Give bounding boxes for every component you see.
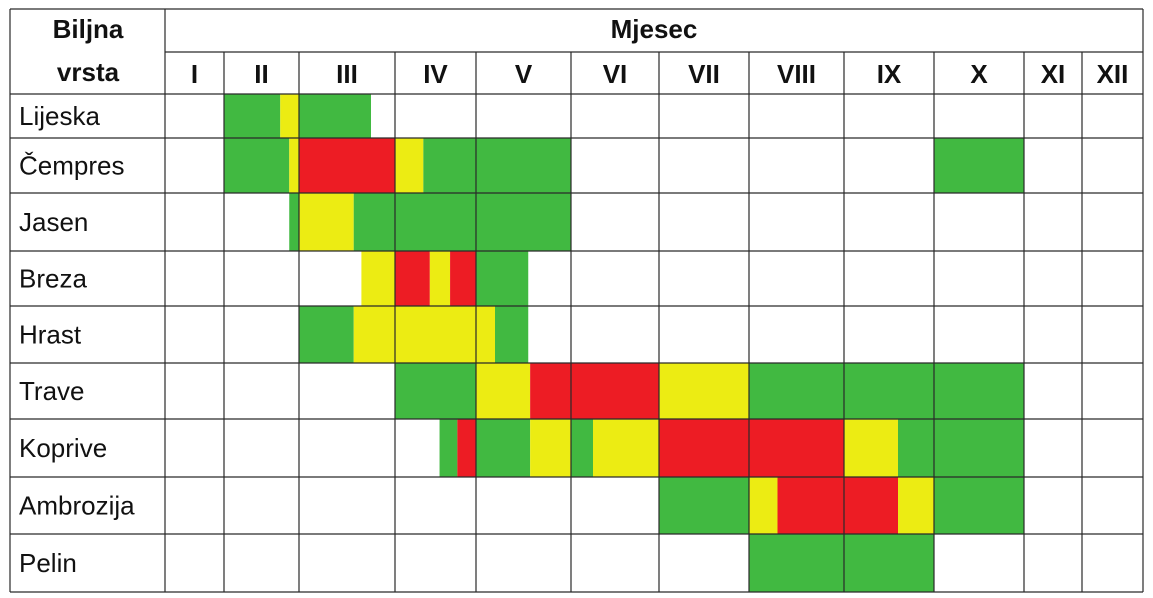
- month-label-vii: VII: [688, 59, 720, 89]
- bar-ambrozija-yellow-4: [898, 477, 934, 534]
- bar-breza-red-2: [395, 251, 430, 306]
- species-label-pelin: Pelin: [19, 548, 77, 578]
- bar-trave-yellow-4: [659, 363, 749, 419]
- bar-trave-green-5: [749, 363, 1024, 419]
- bar-cempres-green-5: [423, 138, 571, 193]
- bar-breza-yellow-1: [361, 251, 395, 306]
- month-label-vi: VI: [603, 59, 628, 89]
- month-label-iii: III: [336, 59, 358, 89]
- species-label-breza: Breza: [19, 264, 87, 294]
- bar-ambrozija-green-5: [934, 477, 1024, 534]
- bar-ambrozija-green-1: [659, 477, 749, 534]
- bars-layer: [224, 94, 1024, 592]
- bar-koprive-yellow-4: [530, 419, 571, 477]
- species-label-lijeska: Lijeska: [19, 101, 100, 131]
- species-label-column: Lijeska Čempres Jasen Breza Hrast Trave Kopriv…: [19, 101, 135, 578]
- month-label-xi: XI: [1041, 59, 1066, 89]
- bar-trave-red-3: [530, 363, 659, 419]
- species-label-hrast: Hrast: [19, 320, 82, 350]
- bar-koprive-red-2: [457, 419, 476, 477]
- bar-hrast-yellow-2: [353, 306, 495, 363]
- bar-koprive-green-1: [439, 419, 458, 477]
- month-label-i: I: [191, 59, 198, 89]
- bar-hrast-green-3: [495, 306, 529, 363]
- bar-pelin-green-1: [749, 534, 934, 592]
- bar-koprive-yellow-8: [844, 419, 898, 477]
- bar-koprive-yellow-6: [593, 419, 659, 477]
- species-label-jasen: Jasen: [19, 207, 88, 237]
- bar-koprive-green-3: [476, 419, 531, 477]
- bar-jasen-green-1: [289, 193, 299, 251]
- month-group-header: Mjesec: [611, 14, 698, 44]
- month-label-ix: IX: [877, 59, 902, 89]
- bar-breza-yellow-3: [429, 251, 451, 306]
- month-header-row: I II III IV V VI VII VIII IX X XI XII: [191, 59, 1129, 89]
- bar-cempres-green-6: [934, 138, 1024, 193]
- species-header-line2: vrsta: [57, 57, 120, 87]
- species-label-cempres: Čempres: [19, 151, 124, 181]
- bar-koprive-green-9: [898, 419, 1024, 477]
- bar-lijeska-yellow-2: [280, 94, 299, 138]
- species-header-line1: Biljna: [53, 14, 124, 44]
- month-label-x: X: [970, 59, 988, 89]
- bar-jasen-yellow-2: [299, 193, 354, 251]
- month-label-viii: VIII: [777, 59, 816, 89]
- bar-breza-green-5: [476, 251, 529, 306]
- bar-cempres-red-3: [299, 138, 395, 193]
- bar-lijeska-green-3: [299, 94, 371, 138]
- bar-breza-red-4: [450, 251, 476, 306]
- bar-cempres-yellow-4: [395, 138, 424, 193]
- species-label-trave: Trave: [19, 376, 85, 406]
- bar-koprive-green-5: [571, 419, 593, 477]
- bar-hrast-green-1: [299, 306, 354, 363]
- bar-jasen-green-3: [353, 193, 571, 251]
- month-label-v: V: [515, 59, 533, 89]
- species-label-ambrozija: Ambrozija: [19, 491, 135, 521]
- month-label-iv: IV: [423, 59, 448, 89]
- month-label-ii: II: [254, 59, 268, 89]
- bar-koprive-red-7: [659, 419, 844, 477]
- bar-ambrozija-yellow-2: [749, 477, 778, 534]
- species-label-koprive: Koprive: [19, 433, 107, 463]
- bar-trave-green-1: [395, 363, 476, 419]
- bar-cempres-yellow-2: [289, 138, 299, 193]
- bar-lijeska-green-1: [224, 94, 281, 138]
- table-grid: [9, 8, 1144, 593]
- bar-cempres-green-1: [224, 138, 290, 193]
- bar-ambrozija-red-3: [777, 477, 898, 534]
- month-label-xii: XII: [1097, 59, 1129, 89]
- bar-trave-yellow-2: [476, 363, 531, 419]
